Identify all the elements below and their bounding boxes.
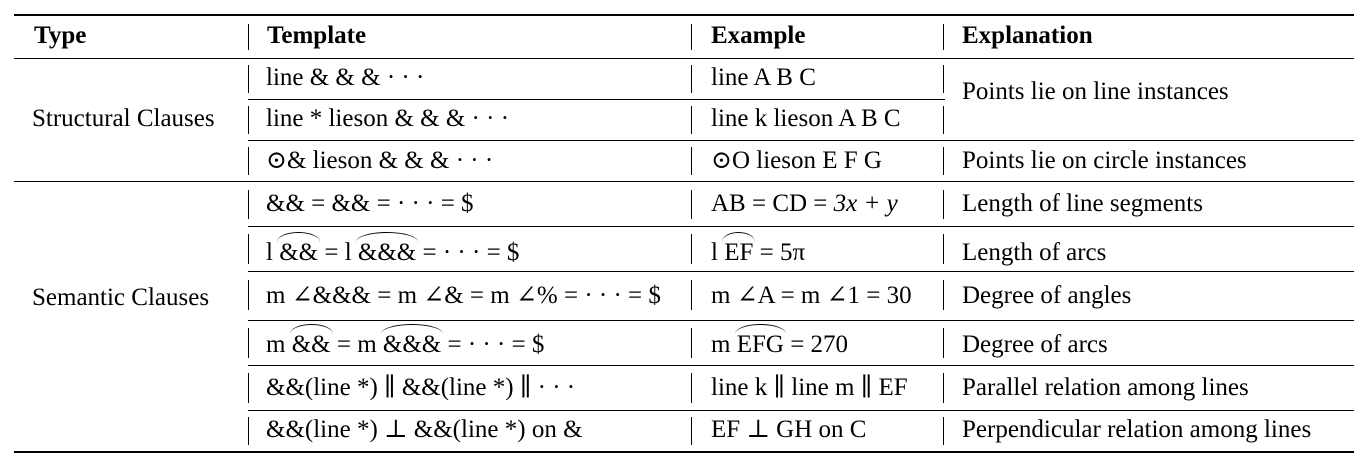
example-cell: line A B C [711, 64, 816, 91]
header-rule [14, 58, 1354, 59]
arc-symbol: &&& [355, 232, 419, 266]
template-cell: &&(line *) ⊥ &&(line *) on & [266, 416, 583, 443]
top-rule [14, 14, 1354, 16]
template-text: = · · · = $ [416, 239, 520, 266]
row-line [248, 365, 1354, 366]
clause-table: Type Template Example Explanation Struct… [14, 14, 1354, 454]
template-cell: l && = l &&& = · · · = $ [266, 232, 520, 268]
row-line [248, 140, 1354, 141]
template-text: m [266, 331, 292, 358]
col-separator [691, 417, 692, 445]
explanation-cell: Length of arcs [962, 239, 1107, 266]
template-text: l [266, 239, 280, 266]
col-separator [248, 106, 249, 134]
col-separator [943, 24, 944, 50]
col-separator [691, 65, 692, 93]
col-separator [248, 280, 249, 310]
example-text: AB = CD = [711, 190, 834, 217]
col-separator [691, 328, 692, 358]
col-separator [943, 65, 944, 93]
example-text: l [711, 239, 725, 266]
col-separator [691, 106, 692, 134]
col-separator [943, 147, 944, 175]
group-label-semantic: Semantic Clauses [32, 284, 210, 311]
example-cell: line k ∥ line m ∥ EF [711, 374, 908, 401]
col-separator [248, 328, 249, 358]
template-text: = m [330, 331, 383, 358]
col-separator [943, 106, 944, 134]
arc-symbol: EFG [734, 324, 787, 358]
arc-symbol: &&& [380, 324, 444, 358]
row-line [248, 320, 1354, 321]
col-separator [248, 234, 249, 264]
explanation-cell: Degree of angles [962, 282, 1132, 309]
col-separator [691, 234, 692, 264]
header-explanation: Explanation [962, 22, 1093, 49]
arc-symbol: && [289, 324, 333, 358]
explanation-cell: Length of line segments [962, 190, 1203, 217]
col-separator [943, 373, 944, 403]
explanation-cell: Parallel relation among lines [962, 374, 1249, 401]
col-separator [248, 373, 249, 403]
template-text: = · · · = $ [441, 331, 545, 358]
example-cell: m EFG = 270 [711, 324, 849, 360]
header-example: Example [711, 22, 806, 49]
group-label-structural: Structural Clauses [32, 105, 215, 132]
col-separator [691, 373, 692, 403]
col-separator [691, 190, 692, 219]
col-separator [248, 190, 249, 219]
example-math: 3x + y [833, 190, 898, 217]
example-text: = 270 [783, 331, 849, 358]
header-type: Type [34, 22, 87, 49]
example-cell: EF ⊥ GH on C [711, 416, 867, 443]
col-separator [943, 328, 944, 358]
col-separator [943, 234, 944, 264]
example-cell: ⊙O lieson E F G [711, 147, 882, 174]
row-line [248, 226, 1354, 227]
col-separator [943, 190, 944, 219]
example-text: = 5π [753, 239, 806, 266]
template-cell: line & & & · · · [266, 64, 425, 91]
row-line [248, 410, 1354, 411]
explanation-cell: Points lie on line instances [962, 78, 1229, 105]
explanation-cell: Perpendicular relation among lines [962, 416, 1312, 443]
bottom-rule [14, 451, 1354, 453]
example-cell: m ∠A = m ∠1 = 30 [711, 282, 912, 309]
template-cell: m && = m &&& = · · · = $ [266, 324, 545, 360]
col-separator [248, 65, 249, 93]
col-separator [691, 147, 692, 175]
explanation-cell: Points lie on circle instances [962, 147, 1247, 174]
template-cell: line * lieson & & & · · · [266, 105, 510, 132]
template-text: = l [318, 239, 358, 266]
col-separator [691, 24, 692, 50]
arc-symbol: EF [722, 232, 756, 266]
template-cell: m ∠&&& = m ∠& = m ∠% = · · · = $ [266, 282, 661, 309]
row-line [248, 99, 945, 100]
col-separator [248, 147, 249, 175]
example-cell: line k lieson A B C [711, 105, 901, 132]
template-cell: &&(line *) ∥ &&(line *) ∥ · · · [266, 374, 576, 401]
group-divider-rule [14, 181, 1354, 182]
col-separator [943, 417, 944, 445]
example-text: m [711, 331, 737, 358]
col-separator [248, 24, 249, 50]
example-cell: AB = CD = 3x + y [711, 189, 898, 219]
template-cell: && = && = · · · = $ [266, 190, 474, 217]
header-template: Template [267, 22, 367, 49]
template-cell: ⊙& lieson & & & · · · [266, 147, 494, 174]
example-cell: l EF = 5π [711, 232, 806, 268]
col-separator [248, 417, 249, 445]
arc-symbol: && [277, 232, 321, 266]
col-separator [943, 280, 944, 310]
explanation-cell: Degree of arcs [962, 331, 1108, 358]
col-separator [691, 280, 692, 310]
row-line [248, 271, 1354, 272]
